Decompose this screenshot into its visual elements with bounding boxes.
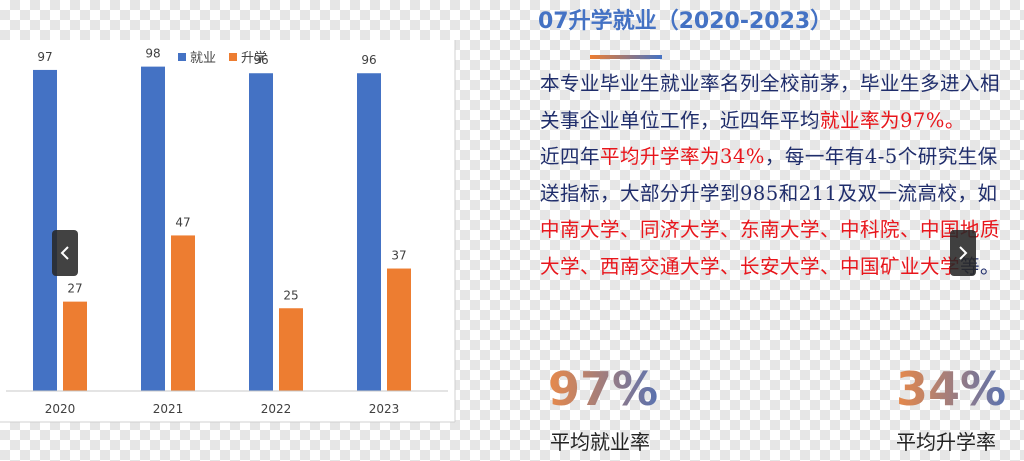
description-part: ，每一年有4-5个研究生保送指标，大部分升学到985和211及双一流高校，如 [540,145,998,205]
data-label-further-study-2023: 37 [391,249,406,263]
prev-slide-button[interactable] [52,230,78,276]
title-underline [590,55,662,59]
legend-swatch-employment [178,53,186,61]
employment-rate-value: 97% [548,362,659,416]
data-label-employment-2021: 98 [145,47,160,61]
description-highlight: 就业率为97%。 [820,108,965,132]
further-study-rate-label: 平均升学率 [896,430,996,454]
chevron-left-icon [60,246,69,260]
bar-further-study-2022 [279,308,303,391]
x-tick-label-2023: 2023 [369,402,400,416]
chart-legend: 就业 升学 [178,50,267,66]
bar-employment-2021 [141,66,165,392]
data-label-employment-2022: 96 [253,53,268,67]
data-label-further-study-2020: 27 [67,282,82,296]
section-title: 07升学就业（2020-2023） [538,9,833,34]
x-tick-label-2021: 2021 [153,402,184,416]
description-part: 近四年 [540,145,601,168]
further-study-rate-value: 34% [896,362,1007,416]
employment-rate-label: 平均就业率 [550,430,650,454]
legend-label-further-study: 升学 [241,50,267,66]
bar-employment-2022 [249,73,273,392]
description-highlight: 平均升学率为34% [600,145,765,168]
legend-label-employment: 就业 [190,51,216,66]
next-slide-button[interactable] [950,230,976,276]
chart-bars: 97 27 2020 98 47 2021 96 25 2022 96 37 2023 [33,47,411,416]
description-highlight: 中南大学、同济大学、东南大学、中科院、中国地质大学、西南交通大学、长安大学、中国… [540,218,1001,278]
chevron-right-icon [959,246,968,260]
bar-further-study-2023 [387,268,411,391]
legend-swatch-further-study [229,53,237,61]
x-tick-label-2022: 2022 [261,402,292,416]
description-part: 本专业毕业生就业率名列全校前茅，毕业生多进入相关事企业单位工作，近四年平均 [540,72,1001,132]
data-label-employment-2023: 96 [361,53,376,67]
x-tick-label-2020: 2020 [45,402,76,416]
bar-further-study-2021 [171,235,195,391]
bar-further-study-2020 [63,301,87,391]
data-label-further-study-2021: 47 [175,215,190,229]
description-text: 本专业毕业生就业率名列全校前茅，毕业生多进入相关事企业单位工作，近四年平均就业率… [540,66,1006,285]
data-label-employment-2020: 97 [37,50,52,64]
data-label-further-study-2022: 25 [283,288,298,302]
bar-employment-2023 [357,73,381,392]
